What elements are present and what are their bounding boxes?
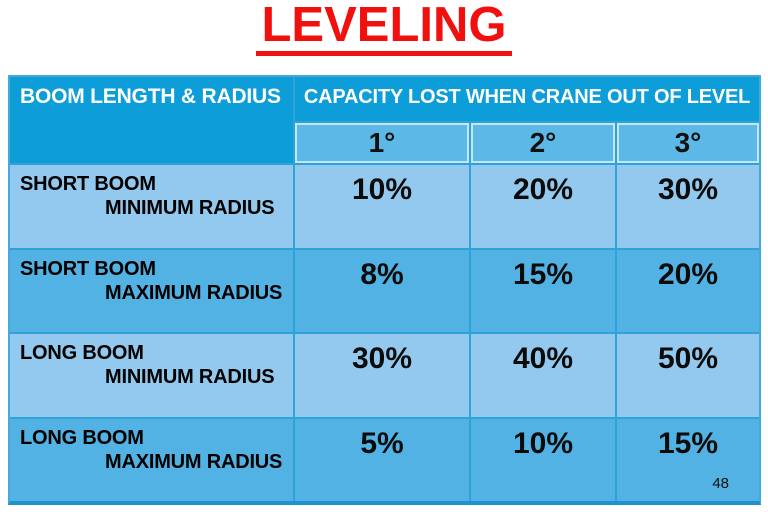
row-label-cell-long-min: LONG BOOM MINIMUM RADIUS — [10, 334, 293, 417]
degree-header-3deg: 3° — [617, 123, 759, 163]
value-cell: 15% — [471, 249, 615, 332]
row-label-line2: MAXIMUM RADIUS — [105, 450, 283, 473]
row-label-line1: LONG BOOM — [20, 342, 144, 364]
value-cell: 15% — [617, 418, 759, 501]
value-cell: 20% — [617, 249, 759, 332]
value-cell: 10% — [471, 418, 615, 501]
row-label-cell-long-max: LONG BOOM MAXIMUM RADIUS — [10, 418, 293, 501]
corner-header-cell: BOOM LENGTH & RADIUS — [10, 77, 293, 163]
row-label-line2: MINIMUM RADIUS — [105, 197, 275, 219]
value-cell: 30% — [295, 334, 469, 417]
value-cell: 30% — [617, 165, 759, 248]
span-header-label: CAPACITY LOST WHEN CRANE OUT OF LEVEL — [303, 86, 751, 108]
row-label-line2: MINIMUM RADIUS — [105, 366, 275, 388]
row-label-line1: LONG BOOM — [20, 426, 144, 449]
value-cell: 5% — [295, 418, 469, 501]
title-container: LEVELING — [0, 0, 768, 56]
row-label-line1: SHORT BOOM — [20, 257, 156, 280]
leveling-table: BOOM LENGTH & RADIUS CAPACITY LOST WHEN … — [8, 75, 761, 505]
value-cell: 40% — [471, 334, 615, 417]
value-cell: 50% — [617, 334, 759, 417]
value-cell: 10% — [295, 165, 469, 248]
degree-header-2deg: 2° — [471, 123, 615, 163]
page-title: LEVELING — [256, 0, 512, 56]
corner-header-label: BOOM LENGTH & RADIUS — [20, 85, 281, 108]
row-label-line1: SHORT BOOM — [20, 173, 156, 195]
row-label-cell-short-max: SHORT BOOM MAXIMUM RADIUS — [10, 249, 293, 332]
slide-number: 48 — [712, 475, 729, 492]
value-cell: 20% — [471, 165, 615, 248]
degree-header-1deg: 1° — [295, 123, 469, 163]
row-label-cell-short-min: SHORT BOOM MINIMUM RADIUS — [10, 165, 293, 248]
row-label-line2: MAXIMUM RADIUS — [105, 281, 283, 304]
span-header-cell: CAPACITY LOST WHEN CRANE OUT OF LEVEL — [295, 77, 759, 121]
value-cell: 8% — [295, 249, 469, 332]
